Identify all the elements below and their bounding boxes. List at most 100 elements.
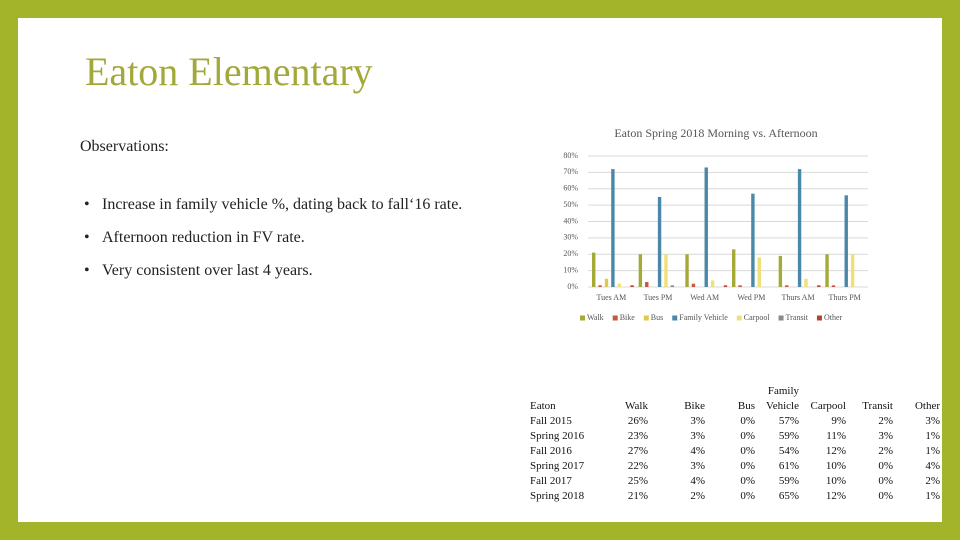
table-cell: 1% xyxy=(925,445,940,457)
table-cell: 65% xyxy=(778,490,799,502)
column-header: Family Vehicle xyxy=(766,385,799,412)
table-cell: 1% xyxy=(925,490,940,502)
y-tick-label: 20% xyxy=(563,249,578,258)
legend-label: Family Vehicle xyxy=(679,313,728,322)
legend-swatch xyxy=(816,315,822,321)
table-cell: 3% xyxy=(925,415,940,427)
bar xyxy=(638,254,643,287)
column-header: Bus xyxy=(737,400,755,412)
slide-title: Eaton Elementary xyxy=(85,49,373,94)
legend-label: Carpool xyxy=(744,313,771,322)
y-tick-label: 10% xyxy=(563,265,578,274)
x-tick-label: Thurs PM xyxy=(829,293,861,302)
bar xyxy=(831,285,836,287)
table-row: Fall 2017 25% 4% 0% 59% 10% 0% 2% xyxy=(530,474,940,489)
table-cell: 25% xyxy=(627,475,648,487)
legend-swatch xyxy=(612,315,618,321)
bar xyxy=(710,280,715,287)
table-cell: Fall 2017 xyxy=(530,475,572,487)
legend-label: Walk xyxy=(587,313,604,322)
bar xyxy=(785,285,789,287)
bullet: Very consistent over last 4 years. xyxy=(84,254,504,287)
table-cell: 0% xyxy=(740,430,755,442)
x-tick-label: Wed PM xyxy=(737,293,765,302)
y-tick-label: 50% xyxy=(563,200,578,209)
table-cell: 21% xyxy=(627,490,648,502)
table-cell: 3% xyxy=(690,460,705,472)
table-cell: 9% xyxy=(831,415,846,427)
table-cell: 11% xyxy=(826,430,846,442)
legend-swatch xyxy=(672,315,678,321)
bar xyxy=(657,196,662,287)
table-cell: 2% xyxy=(690,490,705,502)
bar xyxy=(664,254,668,287)
chart-title: Eaton Spring 2018 Morning vs. Afternoon xyxy=(614,126,817,140)
x-tick-label: Wed AM xyxy=(690,293,719,302)
table-cell: Spring 2017 xyxy=(530,460,585,472)
table-cell: 4% xyxy=(925,460,940,472)
table-cell: 4% xyxy=(690,475,705,487)
legend-label: Transit xyxy=(786,313,809,322)
table-cell: 10% xyxy=(825,460,846,472)
bar xyxy=(797,169,802,287)
data-table: Eaton Walk Bike Bus Family Vehicle Carpool Tra… xyxy=(530,382,940,504)
table-cell: 0% xyxy=(740,490,755,502)
bar xyxy=(645,282,649,287)
table-cell: 3% xyxy=(690,430,705,442)
column-header: Other xyxy=(914,400,940,412)
bullet: Increase in family vehicle %, dating bac… xyxy=(84,188,504,221)
table-cell: 27% xyxy=(627,445,648,457)
bar xyxy=(817,285,821,287)
y-tick-label: 0% xyxy=(567,282,578,291)
y-tick-label: 60% xyxy=(563,184,578,193)
x-tick-label: Tues AM xyxy=(596,293,626,302)
table-cell: 26% xyxy=(627,415,648,427)
bar xyxy=(592,252,596,287)
table-cell: 61% xyxy=(778,460,799,472)
table-cell: 54% xyxy=(778,445,799,457)
bar xyxy=(691,283,696,287)
bar xyxy=(723,285,728,287)
table-cell: Fall 2015 xyxy=(530,415,572,427)
legend-label: Bike xyxy=(620,313,636,322)
table-cell: 3% xyxy=(690,415,705,427)
y-tick-label: 80% xyxy=(563,151,578,160)
table-cell: Spring 2016 xyxy=(530,430,585,442)
table-cell: 10% xyxy=(825,475,846,487)
y-tick-label: 40% xyxy=(563,216,578,225)
column-header: Carpool xyxy=(810,400,846,412)
table-cell: 0% xyxy=(740,445,755,457)
bar xyxy=(825,254,829,287)
column-header: Bike xyxy=(684,400,705,412)
table-cell: 0% xyxy=(740,415,755,427)
slide: Eaton Elementary Observations: Increase … xyxy=(18,18,942,522)
table-cell: 12% xyxy=(825,490,846,502)
column-header: Walk xyxy=(625,400,648,412)
legend-swatch xyxy=(580,315,585,321)
table-cell: 57% xyxy=(778,415,799,427)
bar xyxy=(670,285,675,287)
table-cell: 1% xyxy=(925,430,940,442)
legend-label: Bus xyxy=(651,313,663,322)
legend-swatch xyxy=(778,315,784,321)
bar xyxy=(704,167,708,287)
table-cell: 2% xyxy=(925,475,940,487)
table-cell: 2% xyxy=(878,415,893,427)
bullet-list: Increase in family vehicle %, dating bac… xyxy=(84,188,504,287)
bar xyxy=(751,193,755,287)
column-header: Eaton xyxy=(530,400,556,412)
legend-swatch xyxy=(736,315,742,321)
observations-heading: Observations: xyxy=(80,138,169,155)
bar xyxy=(617,283,621,287)
bar xyxy=(850,254,855,287)
table-cell: 59% xyxy=(778,475,799,487)
bar xyxy=(738,285,742,287)
table-cell: 3% xyxy=(878,430,893,442)
table-cell: 0% xyxy=(878,490,893,502)
table-cell: 0% xyxy=(740,475,755,487)
y-tick-label: 70% xyxy=(563,167,578,176)
table-cell: 4% xyxy=(690,445,705,457)
bar xyxy=(630,285,634,287)
table-cell: 0% xyxy=(878,475,893,487)
